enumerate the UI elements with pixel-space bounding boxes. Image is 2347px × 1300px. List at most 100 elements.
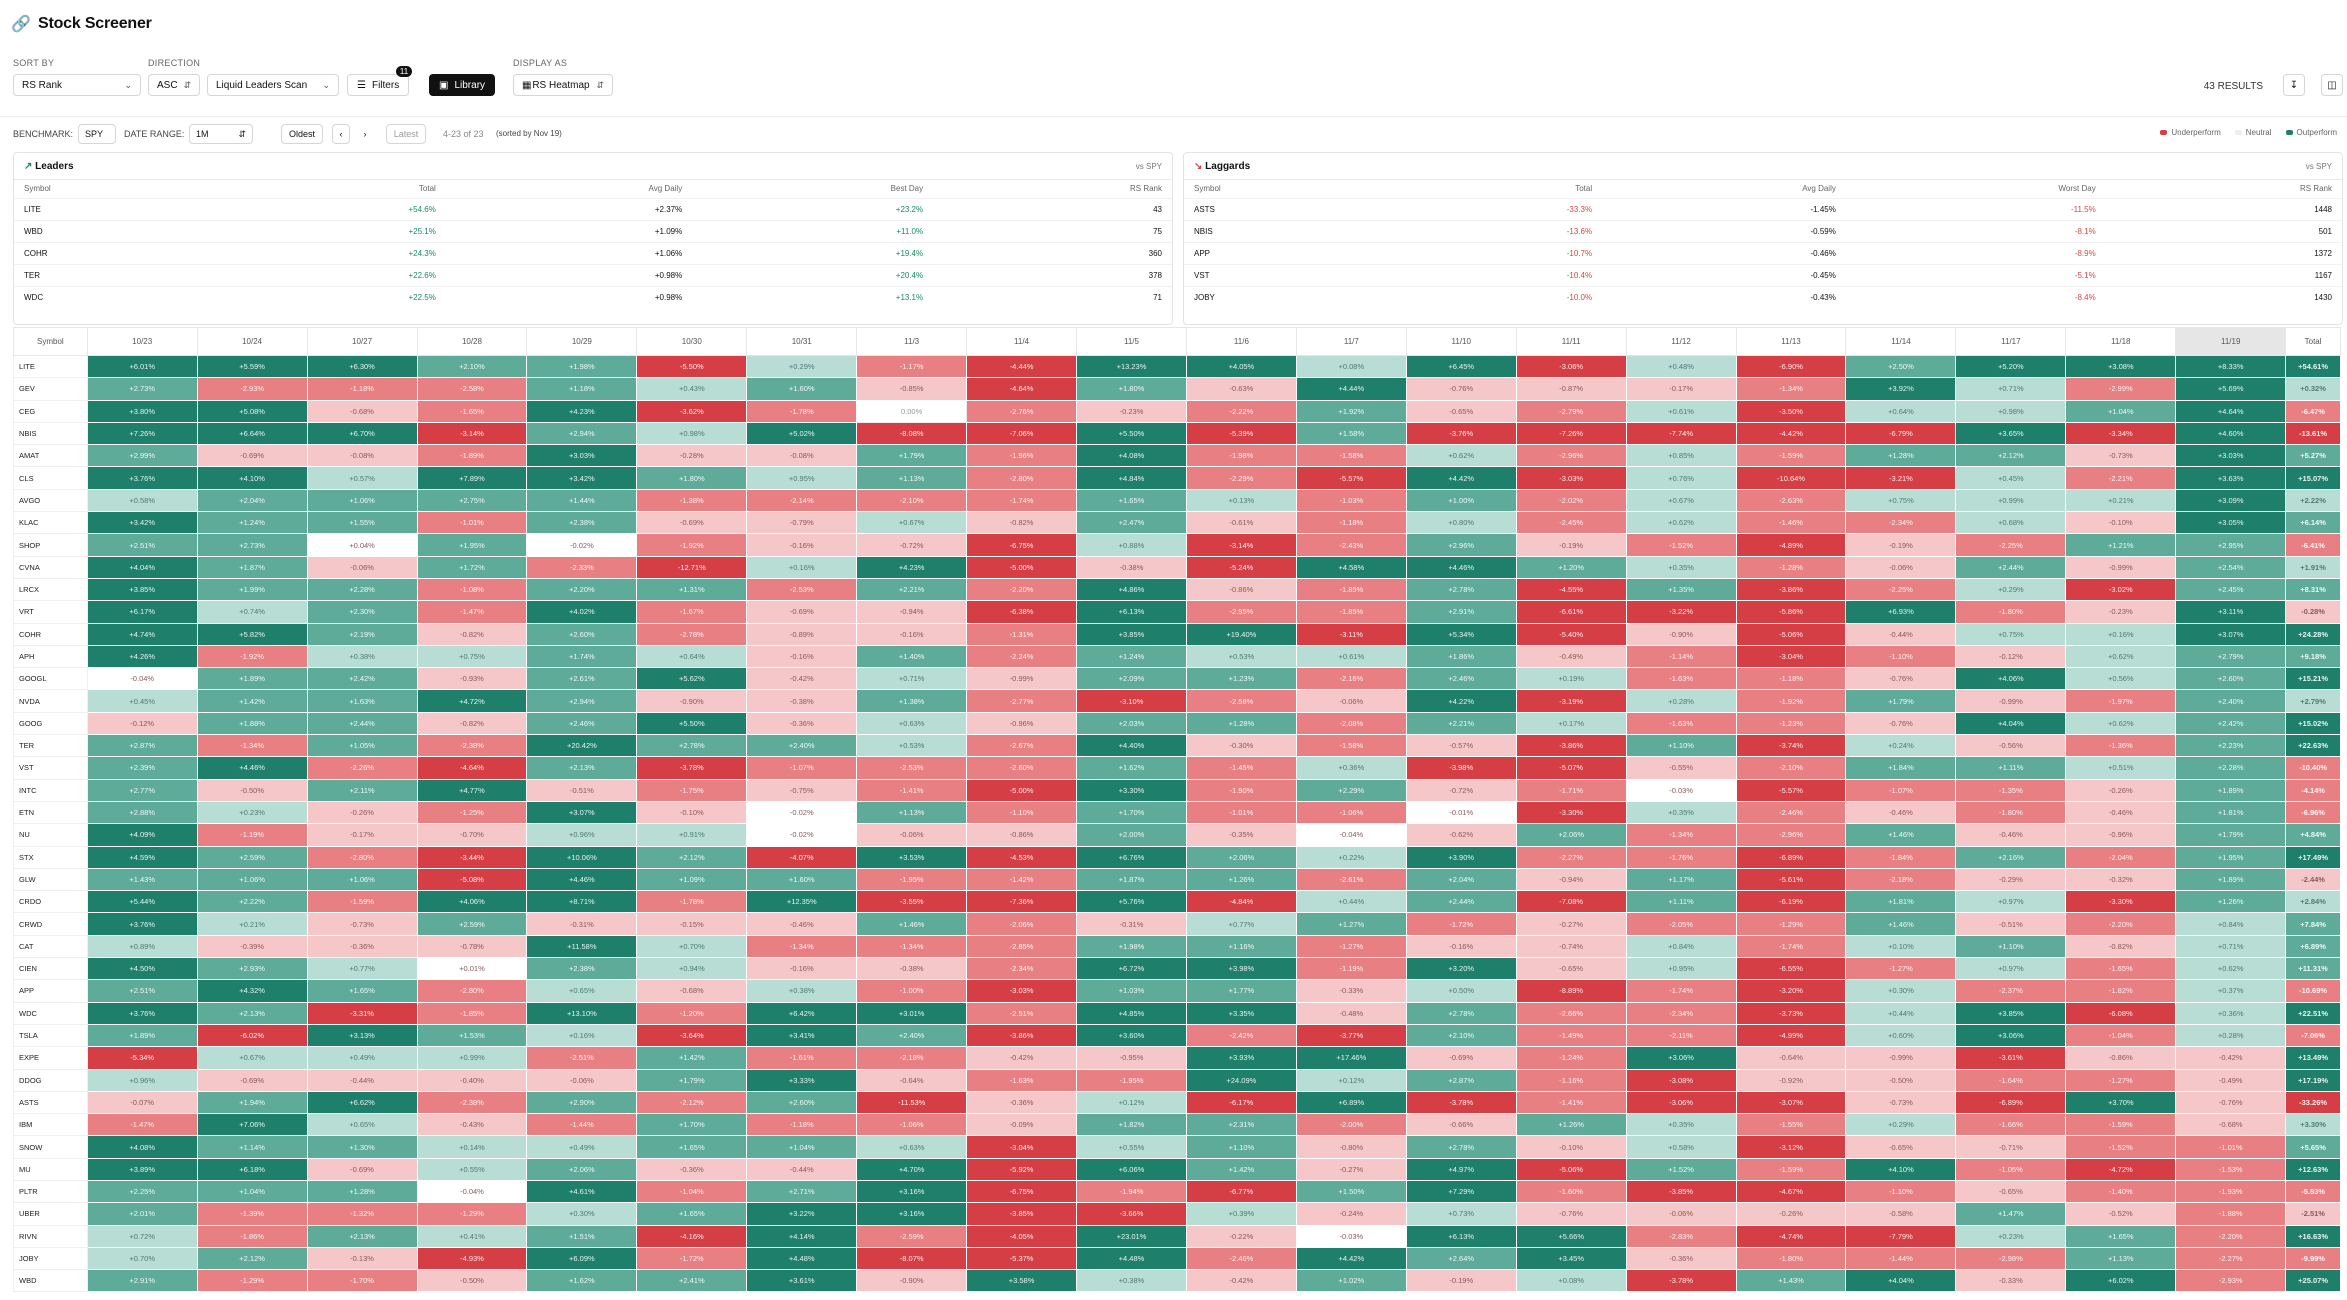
heatmap-row[interactable]: APP +2.51% +4.32% +1.65% -2.80% +0.65% -0.68% +… — [13, 979, 2341, 1003]
column-header[interactable]: Worst Day — [2058, 184, 2096, 194]
symbol-cell[interactable]: LRCX — [13, 577, 88, 602]
symbol-cell[interactable]: GLW — [13, 867, 88, 892]
symbol-cell[interactable]: CEG — [13, 399, 88, 423]
column-header-date[interactable]: 11/3 — [856, 327, 968, 356]
heatmap-row[interactable]: APH +4.26% -1.92% +0.38% +0.75% +1.74% +0.64% -… — [13, 644, 2341, 669]
benchmark-input[interactable]: SPY — [78, 124, 116, 144]
heatmap-row[interactable]: NU +4.09% -1.19% -0.17% -0.70% +0.96% +0.91% -0… — [13, 823, 2341, 847]
symbol-cell[interactable]: NVDA — [13, 689, 88, 713]
heatmap-row[interactable]: NBIS +7.26% +6.64% +6.70% -3.14% +2.94% +0.98%… — [13, 421, 2341, 446]
heatmap-row[interactable]: GOOG -0.12% +1.88% +2.44% -0.82% +2.46% +5.50%… — [13, 711, 2341, 736]
symbol-cell[interactable]: KLAC — [13, 511, 88, 535]
column-header-date[interactable]: 10/31 — [746, 327, 858, 356]
symbol-cell[interactable]: PLTR — [13, 1179, 88, 1204]
symbol-cell[interactable]: WDC — [13, 1001, 88, 1025]
table-row[interactable]: NBIS -13.6% -0.59% -8.1% 501 — [1184, 219, 2342, 242]
heatmap-row[interactable]: CRDO +5.44% +2.22% -1.59% +4.06% +8.71% -1.78%… — [13, 890, 2341, 914]
heatmap-row[interactable]: NVDA +0.45% +1.42% +1.63% +4.72% +2.94% -0.90%… — [13, 689, 2341, 713]
column-header[interactable]: Symbol — [1194, 184, 1221, 194]
symbol-cell[interactable]: CRDO — [13, 890, 88, 914]
heatmap-row[interactable]: WBD +2.91% -1.29% -1.70% -0.50% +1.62% +2.41% +… — [13, 1269, 2341, 1293]
download-button[interactable]: ↧ — [2283, 74, 2305, 96]
heatmap-row[interactable]: EXPE -5.34% +0.67% +0.49% +0.99% -2.51% +1.42%… — [13, 1046, 2341, 1070]
symbol-cell[interactable]: UBER — [13, 1202, 88, 1226]
column-header-date[interactable]: 11/18 — [2065, 327, 2177, 356]
column-header-date[interactable]: 11/10 — [1405, 327, 1517, 356]
direction-select[interactable]: ASC ⇵ — [148, 74, 200, 96]
column-header-date[interactable]: 11/17 — [1955, 327, 2067, 356]
heatmap-row[interactable]: SHOP +2.51% +2.73% +0.04% +1.95% -0.02% -1.92%… — [13, 533, 2341, 557]
column-header-date[interactable]: 10/27 — [306, 327, 418, 356]
heatmap-row[interactable]: STX +4.59% +2.59% -2.80% -3.44% +10.06% +2.12%… — [13, 845, 2341, 869]
symbol-cell[interactable]: TER — [13, 734, 88, 758]
column-header[interactable]: Total — [1575, 184, 1593, 194]
symbol-cell[interactable]: AVGO — [13, 488, 88, 513]
heatmap-row[interactable]: UBER +2.01% -1.39% -1.32% -1.29% +0.30% +1.65%… — [13, 1202, 2341, 1226]
symbol-cell[interactable]: CAT — [13, 934, 88, 959]
heatmap-row[interactable]: KLAC +3.42% +1.24% +1.55% -1.01% +2.38% -0.69%… — [13, 511, 2341, 535]
symbol-cell[interactable]: IBM — [13, 1113, 88, 1137]
column-header-date[interactable]: 11/6 — [1185, 327, 1297, 356]
heatmap-row[interactable]: CEG +3.80% +5.08% -0.68% -1.65% +4.23% -3.62% -… — [13, 399, 2341, 423]
symbol-cell[interactable]: SNOW — [13, 1135, 88, 1159]
heatmap-row[interactable]: INTC +2.77% -0.50% +2.11% +4.77% -0.51% -1.75%… — [13, 778, 2341, 802]
symbol-cell[interactable]: MU — [13, 1157, 88, 1181]
heatmap-row[interactable]: GOOGL -0.04% +1.89% +2.42% -0.93% +2.61% +5.62… — [13, 667, 2341, 691]
heatmap-row[interactable]: GEV +2.73% -2.93% -1.18% -2.58% +1.18% +0.43% +… — [13, 377, 2341, 401]
column-header-date[interactable]: 11/7 — [1295, 327, 1407, 356]
column-header[interactable]: RS Rank — [1129, 184, 1162, 194]
date-range-select[interactable]: 1M ⇵ — [189, 124, 253, 144]
symbol-cell[interactable]: TSLA — [13, 1023, 88, 1048]
sort-by-select[interactable]: RS Rank ⌄ — [13, 74, 141, 96]
symbol-cell[interactable]: COHR — [13, 622, 88, 646]
heatmap-row[interactable]: CVNA +4.04% +1.87% -0.06% +1.72% -2.33% -12.71… — [13, 555, 2341, 579]
symbol-cell[interactable]: CIEN — [13, 957, 88, 981]
column-header-symbol[interactable]: Symbol — [13, 327, 88, 356]
symbol-cell[interactable]: GEV — [13, 377, 88, 401]
column-header-date[interactable]: 11/14 — [1845, 327, 1957, 356]
table-row[interactable]: VST -10.4% -0.45% -5.1% 1167 — [1184, 263, 2342, 286]
symbol-cell[interactable]: INTC — [13, 778, 88, 802]
heatmap-row[interactable]: LRCX +3.85% +1.99% +2.28% -1.08% +2.20% +1.31%… — [13, 577, 2341, 602]
symbol-cell[interactable]: JOBY — [13, 1246, 88, 1271]
heatmap-row[interactable]: COHR +4.74% +5.82% +2.19% -0.82% +2.60% -2.78%… — [13, 622, 2341, 646]
heatmap-row[interactable]: PLTR +2.25% +1.04% +1.28% -0.04% +4.61% -1.04%… — [13, 1179, 2341, 1204]
symbol-cell[interactable]: AMAT — [13, 444, 88, 468]
heatmap-row[interactable]: AVGO +0.58% +2.04% +1.06% +2.75% +1.44% -1.38%… — [13, 488, 2341, 513]
symbol-cell[interactable]: NBIS — [13, 421, 88, 446]
filters-button[interactable]: ☰ Filters 11 — [347, 66, 413, 96]
symbol-cell[interactable]: CRWD — [13, 912, 88, 936]
heatmap-row[interactable]: WDC +3.76% +2.13% -3.31% -1.85% +13.10% -1.20%… — [13, 1001, 2341, 1025]
table-row[interactable]: COHR +24.3% +1.06% +19.4% 360 — [14, 241, 1172, 264]
column-header-date[interactable]: 10/30 — [636, 327, 748, 356]
heatmap-row[interactable]: MU +3.89% +6.18% -0.69% +0.55% +2.06% -0.36% -0… — [13, 1157, 2341, 1181]
table-row[interactable]: LITE +54.6% +2.37% +23.2% 43 — [14, 197, 1172, 220]
heatmap-row[interactable]: RIVN +0.72% -1.86% +2.13% +0.41% +1.51% -4.16%… — [13, 1224, 2341, 1248]
heatmap-row[interactable]: CIEN +4.50% +2.93% +0.77% +0.01% +2.38% +0.94%… — [13, 957, 2341, 981]
table-row[interactable]: WDC +22.5% +0.98% +13.1% 71 — [14, 285, 1172, 308]
heatmap-row[interactable]: ETN +2.88% +0.23% -0.26% -1.25% +3.07% -0.10% -… — [13, 800, 2341, 825]
symbol-cell[interactable]: CVNA — [13, 555, 88, 579]
heatmap-row[interactable]: CRWD +3.76% +0.21% -0.73% +2.59% -0.31% -0.15%… — [13, 912, 2341, 936]
heatmap-row[interactable]: AMAT +2.99% -0.69% -0.08% -1.89% +3.03% -0.28%… — [13, 444, 2341, 468]
heatmap-row[interactable]: IBM -1.47% +7.06% +0.65% -0.43% -1.44% +1.70% -… — [13, 1113, 2341, 1137]
heatmap-row[interactable]: VRT +6.17% +0.74% +2.30% -1.47% +4.02% -1.67% -… — [13, 600, 2341, 624]
column-header[interactable]: Avg Daily — [648, 184, 683, 194]
prev-button[interactable]: ‹ — [332, 124, 350, 144]
symbol-cell[interactable]: LITE — [13, 354, 88, 379]
symbol-cell[interactable]: WBD — [13, 1269, 88, 1293]
symbol-cell[interactable]: SHOP — [13, 533, 88, 557]
column-header-date[interactable]: 11/12 — [1625, 327, 1737, 356]
column-header-date[interactable]: 10/24 — [196, 327, 308, 356]
scan-select[interactable]: Liquid Leaders Scan ⌄ — [207, 74, 339, 96]
symbol-cell[interactable]: VST — [13, 756, 88, 780]
column-header-date[interactable]: 10/23 — [86, 327, 198, 356]
columns-button[interactable]: ◫ — [2321, 74, 2343, 96]
column-header-date[interactable]: 10/29 — [526, 327, 638, 356]
symbol-cell[interactable]: NU — [13, 823, 88, 847]
column-header[interactable]: Symbol — [24, 184, 51, 194]
heatmap-row[interactable]: TER +2.87% -1.34% +1.05% -2.38% +20.42% +2.78%… — [13, 734, 2341, 758]
column-header-date[interactable]: 11/19 — [2175, 327, 2287, 356]
display-as-select[interactable]: ▦ RS Heatmap ⇵ — [513, 74, 613, 96]
column-header-date[interactable]: 11/5 — [1076, 327, 1187, 356]
